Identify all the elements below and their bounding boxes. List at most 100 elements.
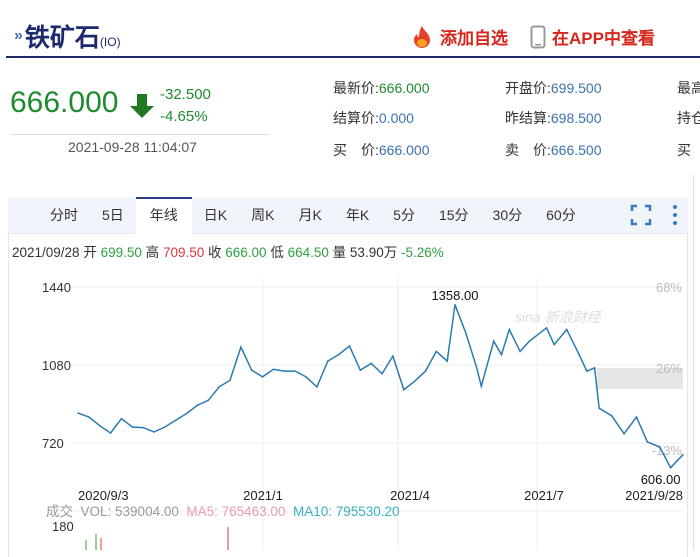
- field-label: 买 价:: [333, 142, 379, 158]
- change-percent: -4.65%: [160, 108, 208, 125]
- price-point: [370, 362, 372, 365]
- quote-field: 最新价:666.000: [333, 78, 430, 98]
- ma5-value: MA5: 765463.00: [186, 504, 286, 519]
- open-value: 699.50: [100, 245, 142, 260]
- price-point: [240, 346, 242, 348]
- volume-title: 成交: [46, 504, 73, 519]
- tab-5分[interactable]: 5分: [393, 206, 415, 223]
- tab-5日[interactable]: 5日: [102, 206, 124, 223]
- right-pct-label: 26%: [656, 361, 682, 376]
- tab-60分[interactable]: 60分: [546, 206, 576, 223]
- price-point: [305, 376, 307, 378]
- tab-30分[interactable]: 30分: [492, 206, 523, 223]
- flame-icon: [414, 25, 430, 48]
- tab-15分[interactable]: 15分: [438, 206, 469, 223]
- price-point: [164, 426, 166, 428]
- price-point: [646, 441, 649, 443]
- price-point: [553, 343, 556, 346]
- tab-分时[interactable]: 分时: [50, 206, 78, 223]
- price-point: [565, 328, 568, 331]
- tab-月K[interactable]: 月K: [298, 206, 322, 223]
- price-point: [131, 426, 134, 428]
- price-point: [635, 416, 638, 418]
- field-label: 买: [677, 142, 691, 158]
- high-value: 709.50: [162, 245, 205, 260]
- price-point: [669, 466, 672, 469]
- x-tick-label: 2021/1: [243, 488, 283, 503]
- price-point: [545, 327, 548, 329]
- price-point: [500, 353, 503, 356]
- instrument-name: 铁矿石: [24, 24, 100, 52]
- max-label: 1358.00: [431, 288, 478, 303]
- price-point: [229, 379, 231, 381]
- price-point: [185, 412, 188, 415]
- more-vertical-icon[interactable]: [670, 203, 680, 227]
- double-chevron-icon: »: [14, 27, 23, 44]
- price-point: [610, 414, 613, 417]
- x-tick-label: 2021/4: [390, 488, 430, 503]
- change-value: -32.500: [160, 86, 211, 103]
- field-value: 698.500: [550, 110, 602, 126]
- min-label: 606.00: [641, 472, 681, 487]
- price-point: [88, 416, 90, 418]
- side-divider: [693, 175, 694, 550]
- price-point: [492, 340, 495, 342]
- add-watchlist-button[interactable]: 添加自选: [410, 24, 508, 49]
- price-point: [392, 355, 394, 357]
- sina-watermark-logo: sina 新浪财经: [515, 309, 603, 325]
- field-value: 666.000: [378, 80, 430, 96]
- quote-field: 买: [677, 140, 691, 160]
- price-point: [250, 369, 253, 372]
- close-label: 收: [208, 245, 222, 260]
- price-point: [475, 367, 478, 369]
- price-point: [413, 380, 416, 383]
- price-point: [598, 407, 601, 410]
- price-point: [142, 426, 144, 429]
- field-value: 666.000: [378, 142, 430, 158]
- price-line: [77, 304, 684, 469]
- volume-axis-label: 180: [52, 519, 74, 534]
- price-point: [454, 303, 456, 306]
- close-value: 666.00: [225, 245, 267, 260]
- y-tick-label: 1440: [42, 280, 71, 295]
- price-point: [261, 376, 264, 378]
- price-point: [480, 385, 483, 388]
- price-point: [174, 419, 177, 422]
- price-point: [402, 388, 405, 391]
- field-label: 开盘价:: [505, 80, 551, 96]
- tab-日K[interactable]: 日K: [203, 206, 228, 223]
- price-point: [272, 368, 275, 371]
- tab-周K[interactable]: 周K: [251, 206, 275, 223]
- phone-icon: [530, 25, 546, 48]
- tab-年线[interactable]: 年线: [135, 196, 192, 234]
- price-point: [348, 345, 351, 347]
- quote-field: 昨结算:698.500: [505, 108, 602, 128]
- price-point: [294, 370, 296, 372]
- view-in-app-button[interactable]: 在APP中查看: [530, 24, 655, 49]
- price-point: [316, 386, 318, 388]
- fullscreen-icon[interactable]: [630, 204, 652, 226]
- field-label: 持仓: [677, 110, 700, 126]
- divider: [10, 134, 270, 135]
- highlight-band: [597, 368, 683, 389]
- price-point: [465, 332, 467, 334]
- price-point: [359, 369, 362, 372]
- price-point: [326, 360, 329, 362]
- header-divider: [6, 56, 700, 58]
- price-point: [77, 412, 79, 414]
- field-value: 0.000: [378, 110, 414, 126]
- low-label: 低: [270, 245, 284, 260]
- percent-value: -5.26%: [400, 245, 444, 260]
- price-point: [337, 353, 340, 356]
- price-change: -32.500 -4.65%: [160, 84, 211, 128]
- arrow-down-icon: [130, 94, 154, 118]
- high-label: 高: [145, 245, 160, 260]
- field-label: 最高: [677, 80, 700, 96]
- tab-年K[interactable]: 年K: [345, 206, 370, 223]
- ohlc-date: 2021/09/28: [12, 245, 80, 260]
- price-point: [528, 340, 531, 342]
- volume-value: 53.90万: [349, 245, 398, 260]
- field-value: 666.500: [550, 142, 602, 158]
- price-point: [586, 370, 588, 372]
